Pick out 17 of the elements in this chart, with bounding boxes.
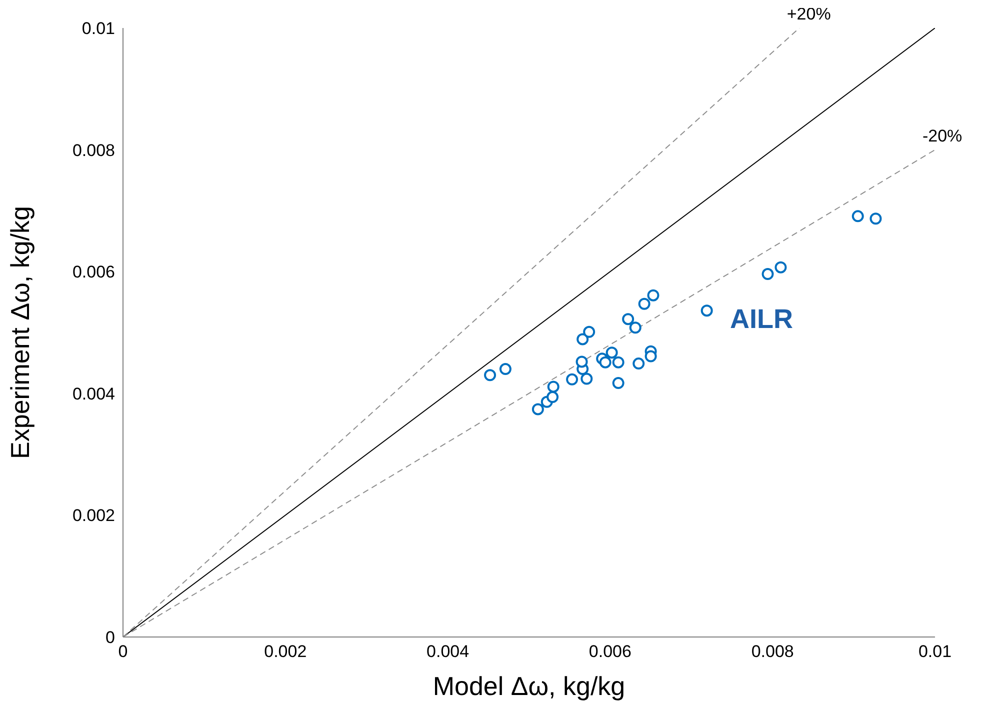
y-axis-title: Experiment Δω, kg/kg bbox=[5, 206, 36, 459]
series-label: -20% bbox=[922, 126, 962, 146]
series-label: +20% bbox=[786, 4, 831, 24]
x-axis-title: Model Δω, kg/kg bbox=[432, 671, 626, 701]
x-tick-label: 0.002 bbox=[264, 642, 307, 662]
y-tick-label: 0.01 bbox=[82, 19, 115, 38]
x-tick-label: 0.006 bbox=[588, 642, 632, 662]
series-label: AILR bbox=[730, 304, 793, 335]
y-tick-label: 0.002 bbox=[72, 506, 115, 526]
x-tick-label: 0.004 bbox=[426, 642, 470, 662]
y-tick-label: 0.004 bbox=[72, 384, 115, 404]
y-tick-label: 0 bbox=[106, 628, 115, 648]
x-tick-label: 0.008 bbox=[751, 642, 794, 662]
y-tick-label: 0.008 bbox=[72, 140, 115, 160]
x-tick-label: 0 bbox=[118, 642, 128, 662]
x-tick-label: 0.01 bbox=[918, 642, 952, 662]
y-tick-label: 0.006 bbox=[72, 262, 115, 282]
